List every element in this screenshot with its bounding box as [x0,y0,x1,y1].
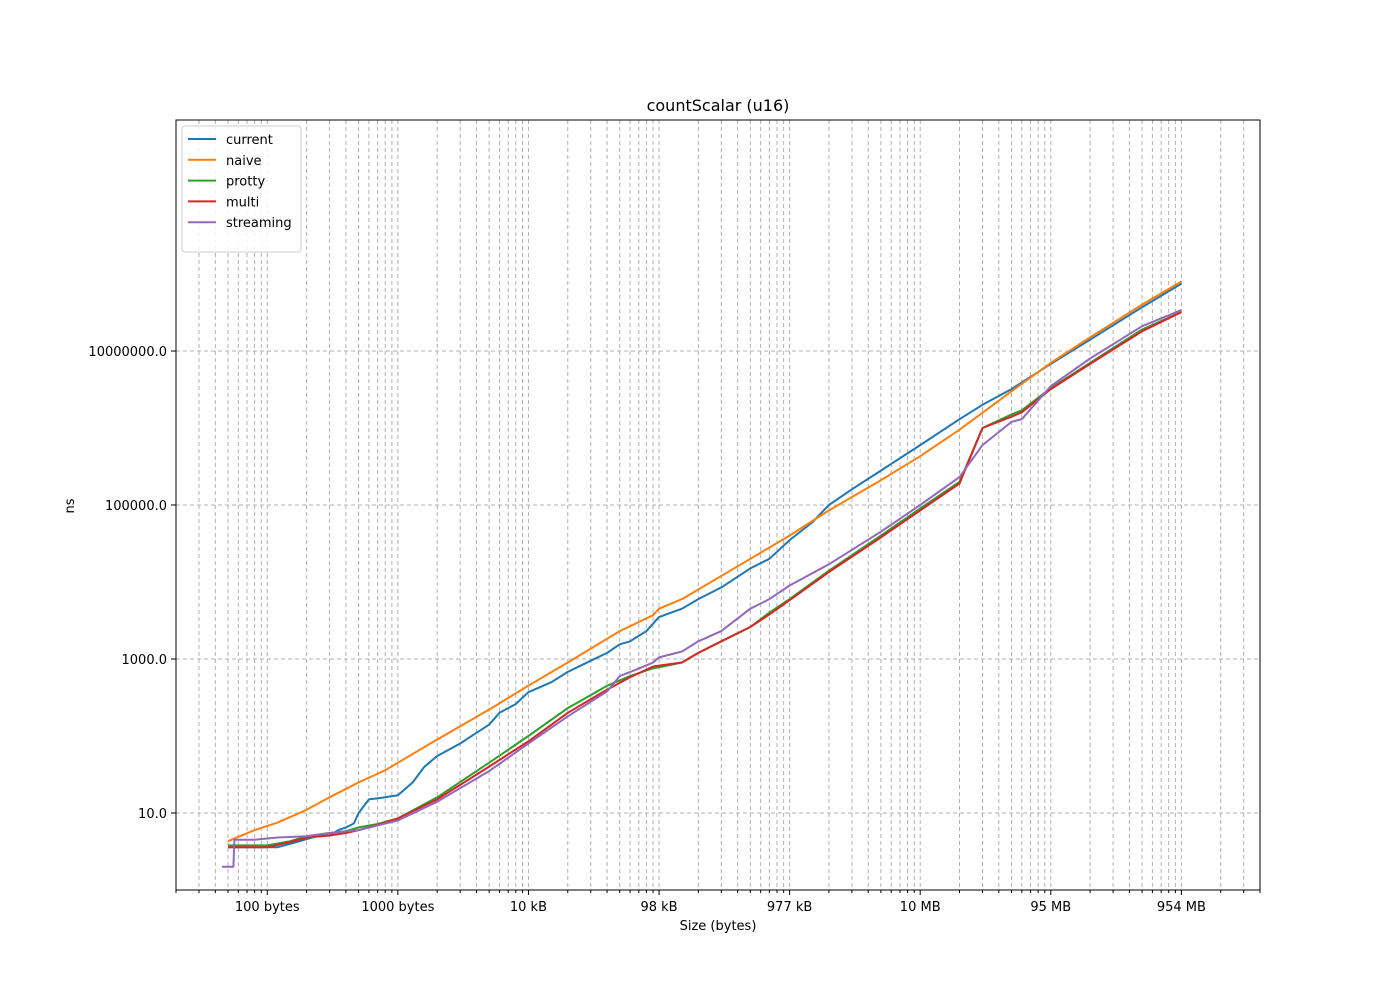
legend-label-streaming: streaming [226,216,292,231]
legend-label-naive: naive [226,154,262,169]
y-axis-label: ns [63,498,78,513]
series-line-streaming [222,309,1182,868]
x-tick-label: 10 MB [900,900,941,915]
x-tick-label: 98 kB [640,900,677,915]
y-tick-label: 1000.0 [122,653,168,668]
series-layer [222,280,1182,868]
y-tick-label: 10.0 [138,807,167,822]
y-tick-label: 10000000.0 [88,345,167,360]
x-tick-label: 95 MB [1030,900,1071,915]
legend-label-current: current [226,133,273,148]
legend-label-protty: protty [226,175,265,190]
chart-title: countScalar (u16) [647,96,790,115]
legend-label-multi: multi [226,195,259,210]
series-line-current [228,282,1182,849]
y-axis-ticks: 10.0 1000.0 100000.0 10000000.0 [88,345,176,822]
series-line-multi [228,311,1182,849]
x-tick-label: 977 kB [767,900,812,915]
x-tick-label: 1000 bytes [361,900,434,915]
legend-box [181,125,302,253]
x-tick-label: 10 kB [510,900,547,915]
series-line-naive [227,280,1182,843]
x-axis-ticks: 100 bytes 1000 bytes 10 kB 98 kB 977 kB 10 MB… [175,890,1261,915]
x-axis-label: Size (bytes) [680,919,757,934]
legend: current naive protty multi streaming [181,125,302,253]
x-tick-label: 954 MB [1157,900,1206,915]
y-tick-label: 100000.0 [105,499,167,514]
x-tick-label: 100 bytes [235,900,300,915]
